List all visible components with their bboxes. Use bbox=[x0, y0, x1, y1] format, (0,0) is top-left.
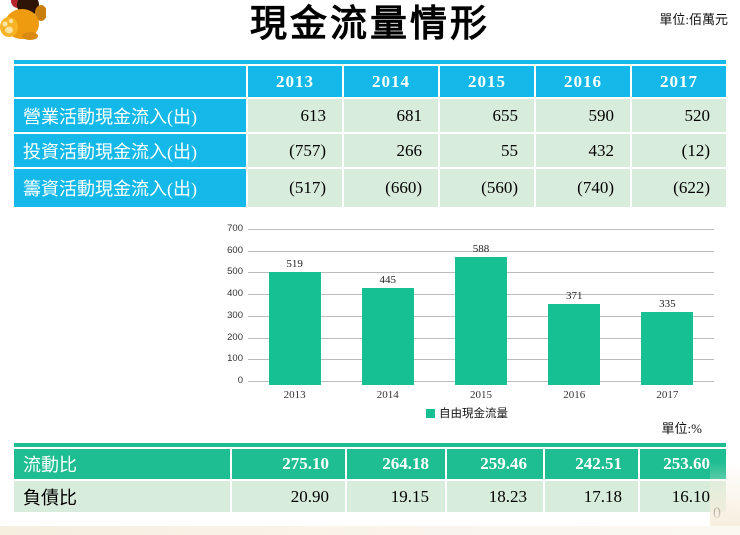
y-tick-label: 600 bbox=[227, 244, 243, 256]
table-cell: 19.15 bbox=[347, 481, 445, 512]
y-tick-label: 400 bbox=[227, 288, 243, 300]
table-cell: 613 bbox=[248, 99, 342, 132]
x-tick-label: 2013 bbox=[283, 389, 306, 401]
corner-tint bbox=[710, 462, 740, 526]
table-cell: 264.18 bbox=[347, 449, 445, 479]
table-cell: 590 bbox=[536, 99, 630, 132]
table-cell: (622) bbox=[632, 169, 726, 207]
row-label-debt-ratio: 負債比 bbox=[14, 481, 230, 512]
unit-label-top: 單位:佰萬元 bbox=[659, 12, 728, 27]
table-cell: 17.18 bbox=[545, 481, 638, 512]
table-cell: (560) bbox=[440, 169, 534, 207]
row-label-financing: 籌資活動現金流入(出) bbox=[14, 169, 246, 207]
table-cell: 681 bbox=[344, 99, 438, 132]
bar-value-label: 588 bbox=[472, 243, 490, 256]
table-cell: (757) bbox=[248, 134, 342, 167]
cashflow-header-blank bbox=[14, 66, 246, 97]
cashflow-header-2013: 2013 bbox=[248, 66, 342, 97]
page-title: 現金流量情形 bbox=[250, 4, 490, 45]
table-top-border bbox=[14, 443, 726, 447]
y-tick-label: 500 bbox=[227, 266, 243, 278]
bar-2015 bbox=[455, 257, 507, 385]
table-cell: (12) bbox=[632, 134, 726, 167]
x-tick-label: 2017 bbox=[656, 389, 679, 401]
bar-value-label: 335 bbox=[659, 298, 676, 311]
bar-2014 bbox=[361, 288, 414, 385]
legend-label: 自由現金流量 bbox=[439, 408, 508, 420]
x-tick-label: 2014 bbox=[376, 389, 399, 401]
table-cell: 18.23 bbox=[447, 481, 543, 512]
x-tick-label: 2016 bbox=[563, 389, 586, 401]
bar-group: 371 bbox=[528, 229, 621, 385]
chart-x-axis: 2013 2014 2015 2016 2017 bbox=[248, 389, 714, 401]
slide-bottom-edge bbox=[0, 526, 740, 535]
table-cell: 266 bbox=[344, 134, 438, 167]
legend-swatch-icon bbox=[426, 408, 435, 418]
table-cell: (740) bbox=[536, 169, 630, 207]
cashflow-header-2017: 2017 bbox=[632, 66, 726, 97]
gridline bbox=[248, 250, 714, 252]
bar-2016 bbox=[548, 304, 601, 385]
cashflow-header-2016: 2016 bbox=[536, 66, 630, 97]
cashflow-table: 2013 2014 2015 2016 2017 營業活動現金流入(出) 613… bbox=[14, 60, 726, 207]
cashflow-header-2014: 2014 bbox=[344, 66, 438, 97]
table-cell: 655 bbox=[440, 99, 534, 132]
bar-group: 445 bbox=[341, 229, 434, 385]
unit-label-percent: 單位:% bbox=[661, 421, 702, 436]
ratio-table: 流動比 275.10 264.18 259.46 242.51 253.60 負… bbox=[14, 443, 726, 512]
table-cell: 55 bbox=[440, 134, 534, 167]
chart-y-axis: 0 100 200 300 400 500 600 700 bbox=[220, 223, 248, 386]
chart-legend: 自由現金流量 bbox=[220, 405, 714, 421]
table-cell: 259.46 bbox=[447, 449, 543, 479]
y-tick-label: 100 bbox=[227, 353, 243, 365]
table-cell: 20.90 bbox=[232, 481, 345, 512]
row-label-operating: 營業活動現金流入(出) bbox=[14, 99, 246, 132]
table-cell: 275.10 bbox=[232, 449, 345, 479]
chart-bars: 519 445 588 371 335 bbox=[248, 229, 714, 385]
gridline bbox=[248, 229, 714, 230]
table-cell: 242.51 bbox=[545, 449, 638, 479]
bar-2017 bbox=[641, 312, 694, 385]
y-tick-label: 300 bbox=[227, 309, 243, 321]
bar-group: 519 bbox=[248, 229, 341, 385]
chart-plot-area: 519 445 588 371 335 bbox=[248, 229, 714, 385]
mascot-logo-icon bbox=[0, 0, 46, 40]
bar-group: 588 bbox=[434, 229, 527, 385]
bar-group: 335 bbox=[621, 229, 714, 385]
table-cell: (660) bbox=[344, 169, 438, 207]
table-cell: 432 bbox=[536, 134, 630, 167]
y-tick-label: 0 bbox=[237, 375, 243, 386]
table-cell: 520 bbox=[632, 99, 726, 132]
bar-value-label: 445 bbox=[379, 274, 397, 287]
y-tick-label: 700 bbox=[227, 223, 243, 234]
y-tick-label: 200 bbox=[227, 331, 243, 343]
row-label-current-ratio: 流動比 bbox=[14, 449, 230, 479]
row-label-investing: 投資活動現金流入(出) bbox=[14, 134, 246, 167]
table-cell: (517) bbox=[248, 169, 342, 207]
bar-value-label: 519 bbox=[286, 258, 303, 271]
table-top-border bbox=[14, 60, 726, 64]
bar-2013 bbox=[268, 272, 321, 385]
free-cashflow-chart: 0 100 200 300 400 500 600 700 519 445 588 371 335 2… bbox=[220, 223, 714, 421]
bar-value-label: 371 bbox=[565, 290, 583, 303]
cashflow-header-2015: 2015 bbox=[440, 66, 534, 97]
x-tick-label: 2015 bbox=[470, 389, 492, 401]
